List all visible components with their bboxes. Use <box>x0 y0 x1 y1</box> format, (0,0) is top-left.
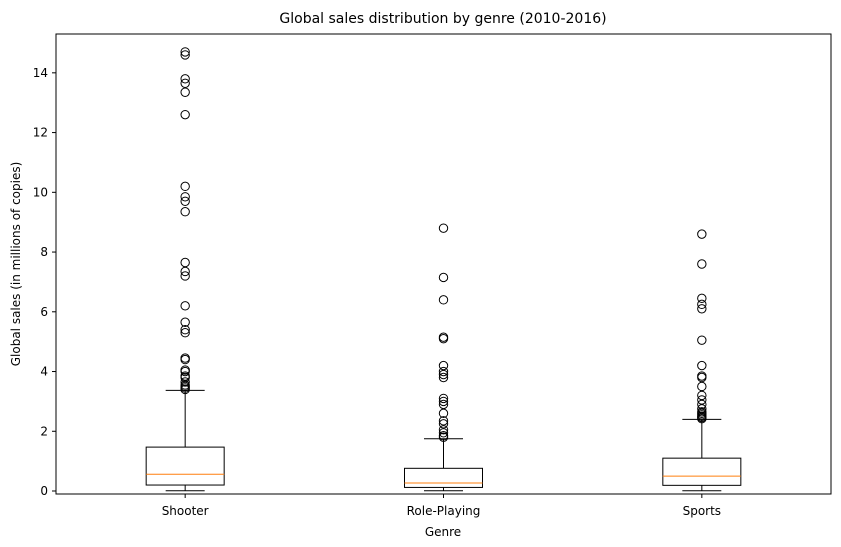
y-tick-label: 10 <box>33 185 48 199</box>
axes: 0 2 4 6 8 10 12 14 Shooter Role-Playing Sports <box>33 66 721 518</box>
outlier-point <box>439 224 447 232</box>
outlier-point <box>698 230 706 238</box>
outlier-point <box>181 110 189 118</box>
y-tick-label: 12 <box>33 126 48 140</box>
iqr-box <box>663 458 741 485</box>
x-tick-label: Shooter <box>162 504 209 518</box>
y-tick-label: 6 <box>40 305 48 319</box>
outlier-point <box>181 302 189 310</box>
y-tick-label: 2 <box>40 424 48 438</box>
box-group-sports <box>663 230 741 491</box>
box-group-shooter <box>146 48 224 491</box>
iqr-box <box>405 468 483 487</box>
outlier-point <box>698 361 706 369</box>
outlier-point <box>181 88 189 96</box>
plot-area <box>146 48 741 491</box>
outlier-point <box>181 258 189 266</box>
y-tick-label: 14 <box>33 66 48 80</box>
outlier-point <box>698 336 706 344</box>
chart-title: Global sales distribution by genre (2010… <box>279 11 606 27</box>
y-tick-label: 8 <box>40 245 48 259</box>
outlier-point <box>181 182 189 190</box>
outlier-point <box>181 208 189 216</box>
y-tick-label: 0 <box>40 484 48 498</box>
outlier-point <box>439 296 447 304</box>
outlier-point <box>698 294 706 302</box>
outlier-point <box>439 361 447 369</box>
outlier-point <box>698 382 706 390</box>
x-tick-label: Sports <box>683 504 721 518</box>
y-axis-title: Global sales (in millions of copies) <box>9 162 23 367</box>
x-axis-title: Genre <box>425 525 461 539</box>
iqr-box <box>146 447 224 485</box>
box-group-role-playing <box>405 224 483 491</box>
y-tick-label: 4 <box>40 365 48 379</box>
x-tick-label: Role-Playing <box>407 504 481 518</box>
outlier-point <box>439 273 447 281</box>
outlier-point <box>698 260 706 268</box>
